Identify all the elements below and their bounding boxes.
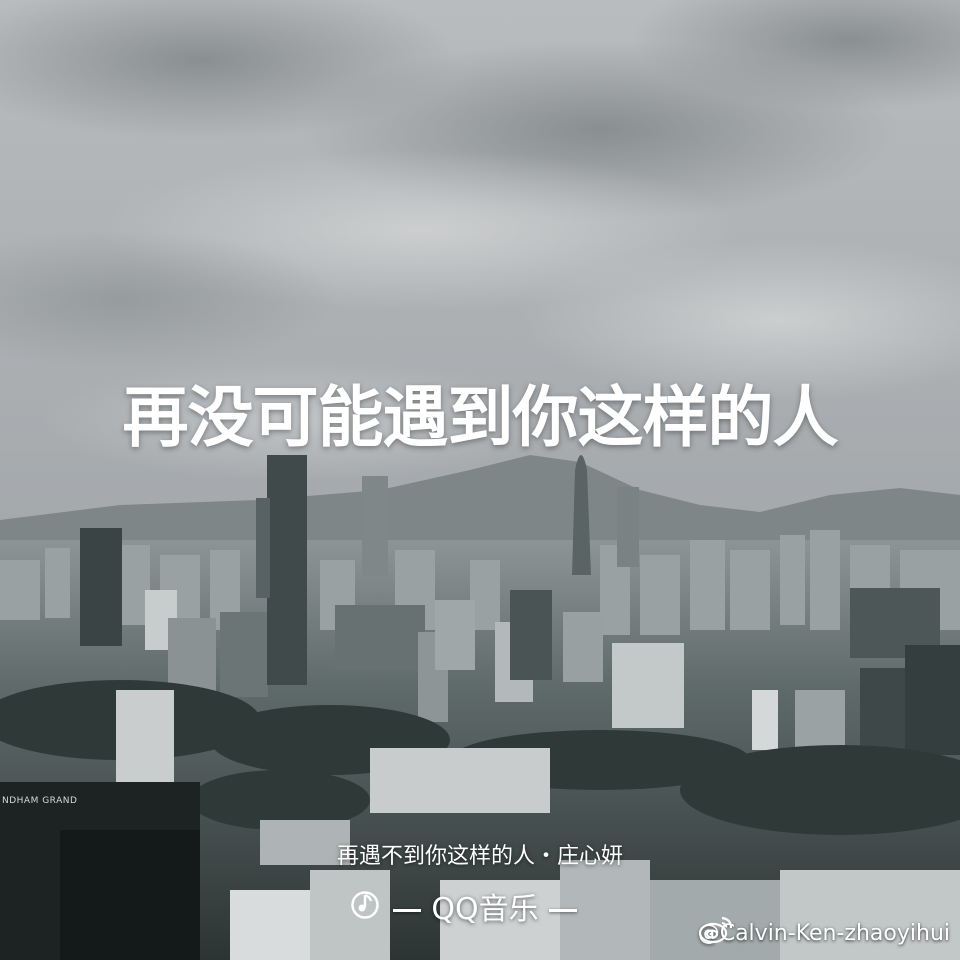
lyric-headline: 再没可能遇到你这样的人 <box>122 379 839 456</box>
song-credit: 再遇不到你这样的人・庄心妍 <box>336 844 623 869</box>
brand-name: QQ音乐 <box>431 892 539 927</box>
clouds <box>0 0 960 480</box>
foreground-buildings <box>0 690 960 960</box>
weibo-watermark: @Calvin-Ken-zhaoyihui <box>698 914 950 954</box>
qq-music-icon <box>351 891 379 919</box>
watermark-handle: @Calvin-Ken-zhaoyihui <box>697 921 950 946</box>
right-dash <box>548 908 577 912</box>
building-sign: NDHAM GRAND <box>2 796 78 806</box>
qq-music-brand: QQ音乐 <box>350 890 620 930</box>
left-dash <box>393 908 422 912</box>
weibo-icon <box>698 916 732 944</box>
